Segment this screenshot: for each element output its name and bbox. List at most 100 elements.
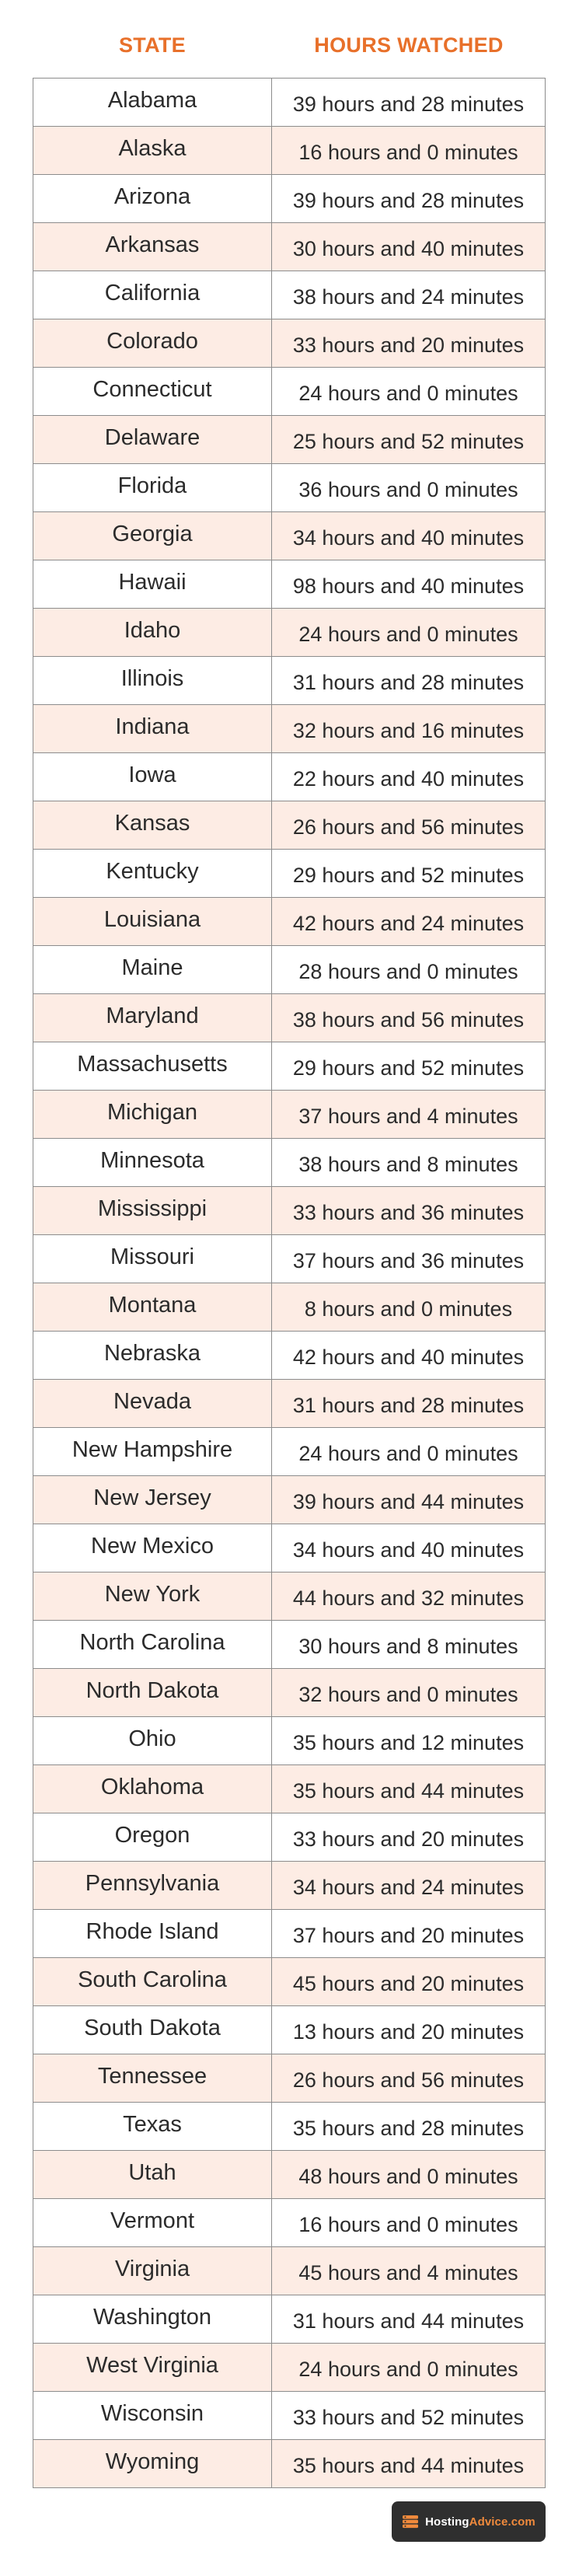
- table-row: Ohio 35 hours and 12 minutes: [33, 1717, 545, 1765]
- table-row: Pennsylvania 34 hours and 24 minutes: [33, 1862, 545, 1910]
- table-row: North Carolina 30 hours and 8 minutes: [33, 1621, 545, 1669]
- state-cell: Wyoming: [33, 2440, 272, 2487]
- table-row: North Dakota 32 hours and 0 minutes: [33, 1669, 545, 1717]
- hours-cell: 37 hours and 20 minutes: [292, 1924, 525, 1947]
- table-row: Maryland 38 hours and 56 minutes: [33, 994, 545, 1042]
- table-row: Iowa 22 hours and 40 minutes: [33, 753, 545, 801]
- state-cell: North Carolina: [33, 1621, 272, 1668]
- table-row: Louisiana 42 hours and 24 minutes: [33, 898, 545, 946]
- hours-cell: 37 hours and 4 minutes: [298, 1105, 518, 1128]
- table-row: Alaska 16 hours and 0 minutes: [33, 127, 545, 175]
- state-cell: Michigan: [33, 1091, 272, 1138]
- state-cell: Iowa: [33, 753, 272, 801]
- state-cell: Missouri: [33, 1235, 272, 1283]
- table-row: Kansas 26 hours and 56 minutes: [33, 801, 545, 850]
- hours-cell: 45 hours and 20 minutes: [292, 1972, 525, 1995]
- hours-cell: 30 hours and 8 minutes: [298, 1635, 518, 1658]
- hours-cell: 26 hours and 56 minutes: [292, 815, 525, 839]
- table-row: Colorado 33 hours and 20 minutes: [33, 319, 545, 368]
- table-row: Florida 36 hours and 0 minutes: [33, 464, 545, 512]
- hours-cell: 34 hours and 40 minutes: [292, 1538, 525, 1562]
- hours-cell: 22 hours and 40 minutes: [292, 767, 525, 791]
- state-cell: Kentucky: [33, 850, 272, 897]
- state-cell: Virginia: [33, 2247, 272, 2295]
- table-row: Wyoming 35 hours and 44 minutes: [33, 2440, 545, 2488]
- table-row: Idaho 24 hours and 0 minutes: [33, 609, 545, 657]
- hours-cell: 31 hours and 28 minutes: [292, 1394, 525, 1417]
- hostingadvice-logo[interactable]: HostingAdvice.com: [392, 2501, 546, 2542]
- state-cell: South Dakota: [33, 2006, 272, 2054]
- state-cell: Idaho: [33, 609, 272, 656]
- state-cell: Delaware: [33, 416, 272, 463]
- state-cell: Georgia: [33, 512, 272, 560]
- table-row: Texas 35 hours and 28 minutes: [33, 2103, 545, 2151]
- state-cell: Ohio: [33, 1717, 272, 1764]
- table-row: Delaware 25 hours and 52 minutes: [33, 416, 545, 464]
- hours-cell: 33 hours and 20 minutes: [292, 333, 525, 357]
- hours-cell: 24 hours and 0 minutes: [298, 382, 518, 405]
- table-row: Nebraska 42 hours and 40 minutes: [33, 1332, 545, 1380]
- state-cell: West Virginia: [33, 2344, 272, 2391]
- table-row: Wisconsin 33 hours and 52 minutes: [33, 2392, 545, 2440]
- state-cell: Oklahoma: [33, 1765, 272, 1813]
- hours-cell: 35 hours and 28 minutes: [292, 2117, 525, 2140]
- table-row: Nevada 31 hours and 28 minutes: [33, 1380, 545, 1428]
- hours-cell: 33 hours and 20 minutes: [292, 1827, 525, 1851]
- state-cell: Indiana: [33, 705, 272, 752]
- table-row: Georgia 34 hours and 40 minutes: [33, 512, 545, 560]
- hours-cell: 24 hours and 0 minutes: [298, 1442, 518, 1465]
- hours-cell: 16 hours and 0 minutes: [298, 141, 518, 164]
- state-cell: New York: [33, 1572, 272, 1620]
- hours-cell: 24 hours and 0 minutes: [298, 623, 518, 646]
- table-row: Maine 28 hours and 0 minutes: [33, 946, 545, 994]
- hours-cell: 39 hours and 28 minutes: [292, 92, 525, 116]
- table-row: Illinois 31 hours and 28 minutes: [33, 657, 545, 705]
- hours-cell: 29 hours and 52 minutes: [292, 1056, 525, 1080]
- hours-cell: 30 hours and 40 minutes: [292, 237, 525, 260]
- table-row: New York 44 hours and 32 minutes: [33, 1572, 545, 1621]
- hours-cell: 35 hours and 12 minutes: [292, 1731, 525, 1754]
- hours-cell: 98 hours and 40 minutes: [292, 574, 525, 598]
- state-cell: Connecticut: [33, 368, 272, 415]
- state-cell: Arizona: [33, 175, 272, 222]
- state-cell: Rhode Island: [33, 1910, 272, 1957]
- table-row: Michigan 37 hours and 4 minutes: [33, 1091, 545, 1139]
- hours-cell: 25 hours and 52 minutes: [292, 430, 525, 453]
- hours-cell: 28 hours and 0 minutes: [298, 960, 518, 983]
- state-cell: Arkansas: [33, 223, 272, 271]
- hours-cell: 38 hours and 24 minutes: [292, 285, 525, 309]
- table-row: Mississippi 33 hours and 36 minutes: [33, 1187, 545, 1235]
- state-cell: Texas: [33, 2103, 272, 2150]
- state-cell: Nebraska: [33, 1332, 272, 1379]
- table-row: Hawaii 98 hours and 40 minutes: [33, 560, 545, 609]
- table-row: Rhode Island 37 hours and 20 minutes: [33, 1910, 545, 1958]
- hours-cell: 16 hours and 0 minutes: [298, 2213, 518, 2236]
- table-row: New Jersey 39 hours and 44 minutes: [33, 1476, 545, 1524]
- state-cell: California: [33, 271, 272, 319]
- state-cell: Montana: [33, 1283, 272, 1331]
- state-cell: Oregon: [33, 1813, 272, 1861]
- state-cell: Mississippi: [33, 1187, 272, 1234]
- state-cell: Wisconsin: [33, 2392, 272, 2439]
- table-row: California 38 hours and 24 minutes: [33, 271, 545, 319]
- table-row: Arizona 39 hours and 28 minutes: [33, 175, 545, 223]
- state-cell: Alabama: [33, 79, 272, 126]
- hours-cell: 24 hours and 0 minutes: [298, 2358, 518, 2381]
- table-row: New Mexico 34 hours and 40 minutes: [33, 1524, 545, 1572]
- state-cell: Illinois: [33, 657, 272, 704]
- table-row: Minnesota 38 hours and 8 minutes: [33, 1139, 545, 1187]
- state-cell: Maryland: [33, 994, 272, 1042]
- state-cell: Massachusetts: [33, 1042, 272, 1090]
- hours-cell: 42 hours and 40 minutes: [292, 1346, 525, 1369]
- table-row: Massachusetts 29 hours and 52 minutes: [33, 1042, 545, 1091]
- state-cell: Nevada: [33, 1380, 272, 1427]
- state-cell: Pennsylvania: [33, 1862, 272, 1909]
- state-cell: Minnesota: [33, 1139, 272, 1186]
- state-column-header: STATE: [119, 33, 186, 57]
- table-row: Alabama 39 hours and 28 minutes: [33, 79, 545, 127]
- logo-text: HostingAdvice.com: [425, 2515, 535, 2529]
- state-cell: North Dakota: [33, 1669, 272, 1716]
- hours-cell: 38 hours and 8 minutes: [298, 1153, 518, 1176]
- table-row: Oregon 33 hours and 20 minutes: [33, 1813, 545, 1862]
- table-row: Missouri 37 hours and 36 minutes: [33, 1235, 545, 1283]
